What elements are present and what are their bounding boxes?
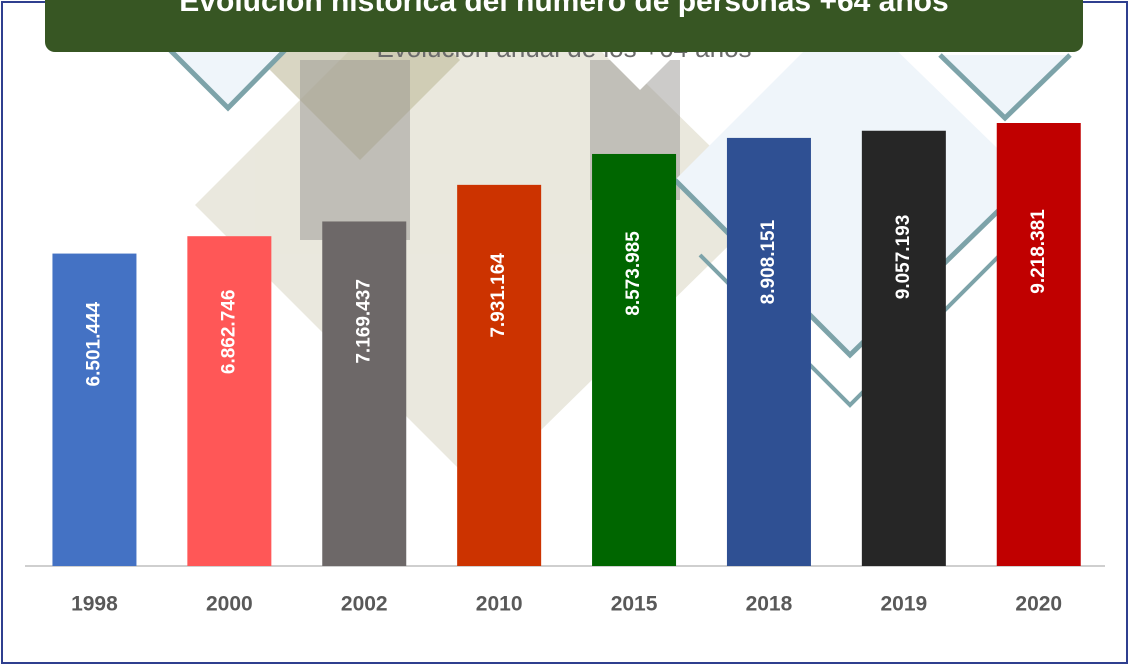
value-label: 9.057.193 — [893, 215, 914, 300]
x-tick-label: 2020 — [1015, 593, 1062, 616]
chart-title: Evolución histórica del número de person… — [179, 0, 948, 18]
x-tick-label: 2010 — [476, 593, 523, 616]
bar — [457, 184, 542, 566]
x-tick-label: 2002 — [341, 593, 388, 616]
value-label: 8.908.151 — [758, 219, 779, 304]
x-tick-label: 2018 — [746, 593, 793, 616]
value-label: 6.862.746 — [218, 290, 239, 375]
bar — [861, 130, 946, 566]
x-tick-label: 2019 — [880, 593, 927, 616]
bar — [996, 123, 1081, 566]
bar — [322, 221, 407, 566]
value-label: 7.931.164 — [488, 253, 509, 338]
value-label: 9.218.381 — [1028, 209, 1049, 294]
bar — [592, 153, 677, 566]
bar — [726, 137, 811, 567]
bar — [52, 253, 137, 567]
value-label: 7.169.437 — [353, 279, 374, 364]
title-banner — [45, 0, 1083, 52]
value-label: 8.573.985 — [623, 231, 644, 316]
x-tick-label: 2000 — [206, 593, 253, 616]
x-tick-label: 2015 — [611, 593, 658, 616]
bar — [187, 236, 272, 567]
x-tick-label: 1998 — [71, 593, 118, 616]
value-label: 6.501.444 — [83, 301, 104, 386]
